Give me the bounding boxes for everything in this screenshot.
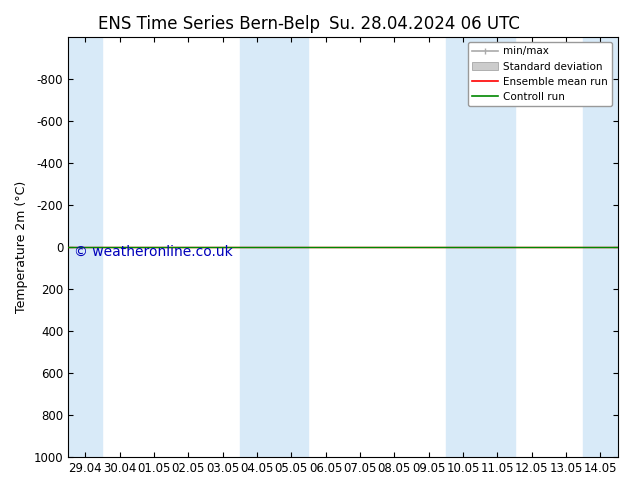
Legend: min/max, Standard deviation, Ensemble mean run, Controll run: min/max, Standard deviation, Ensemble me… bbox=[468, 42, 612, 106]
Bar bbox=[583, 37, 618, 457]
Bar bbox=[68, 37, 102, 457]
Text: Su. 28.04.2024 06 UTC: Su. 28.04.2024 06 UTC bbox=[329, 15, 521, 33]
Bar bbox=[274, 37, 309, 457]
Text: ENS Time Series Bern-Belp: ENS Time Series Bern-Belp bbox=[98, 15, 320, 33]
Bar bbox=[240, 37, 274, 457]
Y-axis label: Temperature 2m (°C): Temperature 2m (°C) bbox=[15, 181, 28, 313]
Text: © weatheronline.co.uk: © weatheronline.co.uk bbox=[74, 245, 232, 259]
Bar bbox=[480, 37, 515, 457]
Bar bbox=[446, 37, 480, 457]
